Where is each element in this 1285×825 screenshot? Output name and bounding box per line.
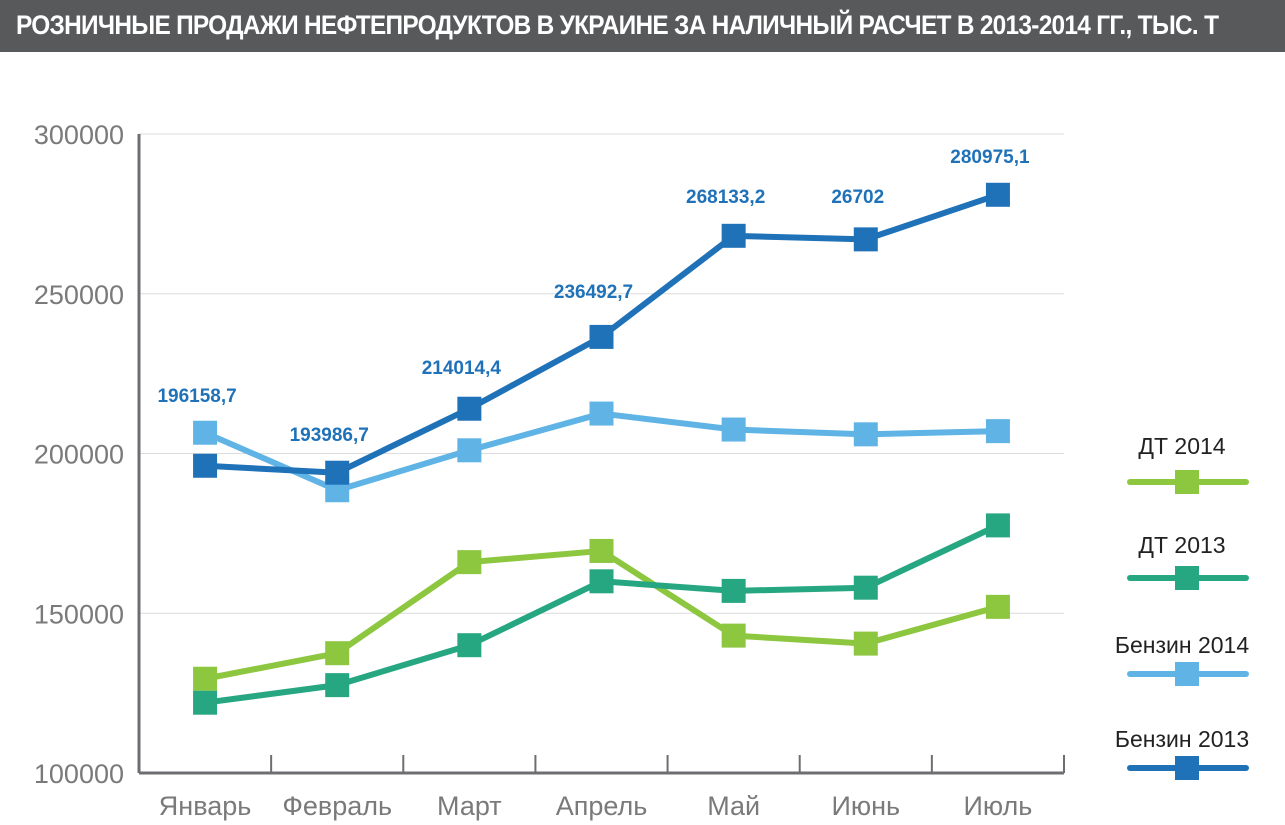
series-2 [193,401,1010,503]
legend-label: ДТ 2014 [1138,433,1225,459]
title-bar: РОЗНИЧНЫЕ ПРОДАЖИ НЕФТЕПРОДУКТОВ В УКРАИ… [0,0,1285,52]
x-tick-label: Апрель [556,791,648,821]
data-label: 196158,7 [157,386,236,407]
data-point [985,513,1010,538]
data-label: 214014,4 [422,358,502,379]
data-point [721,223,746,248]
data-point [325,673,350,698]
data-point [721,623,746,648]
x-tick-label: Май [707,791,760,821]
data-label: 280975,1 [950,147,1030,168]
data-point [853,422,878,447]
y-tick-label: 150000 [34,599,124,629]
data-point [457,396,482,421]
series-0 [193,538,1010,691]
data-point [193,453,218,478]
data-point [985,419,1010,444]
data-point [193,690,218,715]
series-3 [193,182,1010,485]
x-tick-label: Март [437,791,502,821]
data-point [325,460,350,485]
data-point [457,438,482,463]
series-1 [193,513,1010,715]
data-label: 193986,7 [290,425,369,446]
data-label: 268133,2 [686,187,765,208]
data-point [853,575,878,600]
legend-marker [1175,470,1199,494]
legend-label: ДТ 2013 [1138,532,1225,558]
data-point [985,182,1010,207]
data-label: 236492,7 [554,282,633,303]
data-point [457,550,482,575]
data-point [985,594,1010,619]
data-point [193,666,218,691]
data-label: 26702 [831,187,884,208]
data-point [589,569,614,594]
legend-label: Бензин 2014 [1115,632,1249,658]
data-point [193,420,218,445]
y-tick-label: 100000 [34,759,124,789]
legend-marker [1175,662,1199,686]
chart-title: РОЗНИЧНЫЕ ПРОДАЖИ НЕФТЕПРОДУКТОВ В УКРАИ… [16,10,1219,40]
x-tick-label: Февраль [282,791,392,821]
data-point [589,401,614,426]
data-point [325,641,350,666]
data-point [721,417,746,442]
data-point [853,631,878,656]
data-point [853,227,878,252]
x-tick-label: Июль [963,791,1032,821]
legend-label: Бензин 2013 [1115,726,1249,752]
data-point [589,538,614,563]
y-tick-label: 250000 [34,280,124,310]
legend-marker [1175,756,1199,780]
legend-marker [1175,566,1199,590]
y-tick-label: 300000 [34,120,124,150]
x-tick-label: Январь [159,791,252,821]
data-point [721,578,746,603]
data-point [589,324,614,349]
data-point [457,633,482,658]
y-tick-label: 200000 [34,440,124,470]
x-tick-label: Июнь [831,791,900,821]
